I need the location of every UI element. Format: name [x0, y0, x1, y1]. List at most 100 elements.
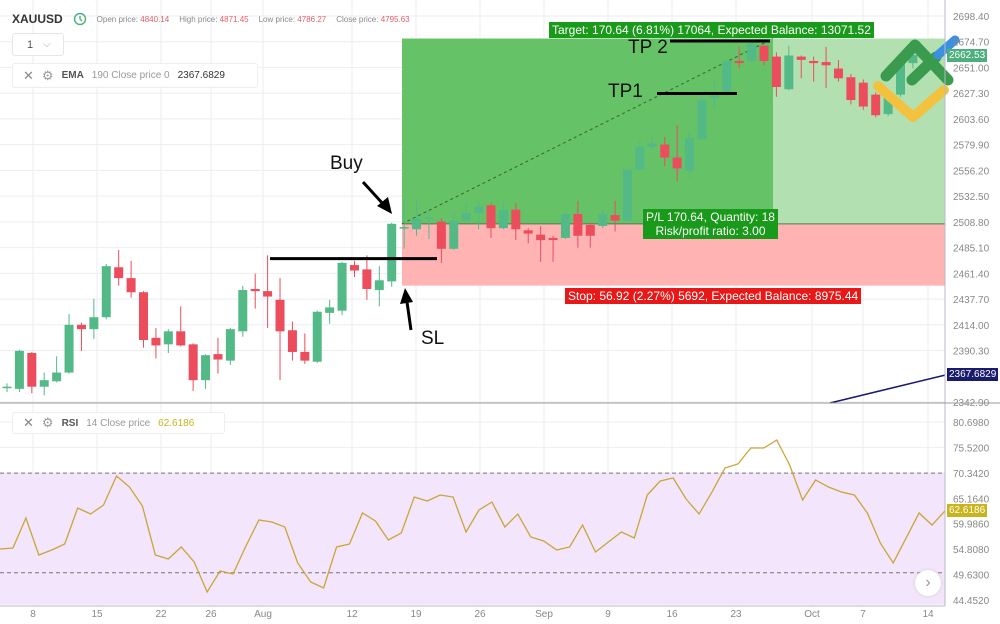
- date-tick-label: 26: [474, 609, 486, 620]
- date-tick-label: Sep: [535, 609, 553, 620]
- gear-icon[interactable]: ⚙: [41, 67, 54, 83]
- date-tick-label: 16: [666, 609, 678, 620]
- candle-body: [76, 324, 86, 330]
- candle-body: [39, 380, 49, 387]
- candle-body: [896, 62, 906, 95]
- scroll-right-button[interactable]: ›: [915, 570, 941, 596]
- price-tick-label: 2651.00: [953, 63, 990, 74]
- candle-body: [548, 237, 558, 241]
- buy-arrow-head: [377, 197, 392, 214]
- open-price: Open price: 4840.14: [96, 14, 170, 24]
- rsi-band: [0, 472, 945, 605]
- candle-body: [412, 218, 422, 230]
- rsi-value-tag: 62.6186: [947, 504, 988, 517]
- candle-body: [163, 331, 173, 345]
- drawings[interactable]: [270, 39, 770, 331]
- date-tick-label: 14: [922, 609, 934, 620]
- ema-segment: [829, 374, 946, 404]
- price-tick-label: 2698.40: [953, 12, 990, 23]
- price-tick-label: 2414.00: [953, 321, 990, 332]
- candle-body: [300, 351, 310, 361]
- tp2-annotation: TP 2: [628, 37, 668, 58]
- candle-body: [201, 355, 211, 381]
- candle-body: [784, 55, 794, 90]
- candle-body: [374, 280, 384, 291]
- gear-icon[interactable]: ⚙: [41, 415, 54, 430]
- timeframe-dropdown[interactable]: 1 ⌵: [12, 33, 64, 56]
- pl-label: P/L 170.64, Quantity: 18 Risk/profit rat…: [643, 209, 778, 239]
- close-icon[interactable]: ✕: [23, 67, 34, 83]
- candle-body: [908, 54, 918, 64]
- rsi-tick-label: 80.6980: [953, 418, 990, 429]
- candle-body: [858, 82, 868, 107]
- rsi-tick-label: 59.9860: [953, 520, 990, 531]
- date-tick-label: 9: [605, 609, 611, 620]
- candle-body: [511, 209, 521, 230]
- candle-body: [498, 209, 508, 229]
- candle-body: [796, 56, 806, 60]
- stop-label: Stop: 56.92 (2.27%) 5692, Expected Balan…: [565, 288, 862, 304]
- candle-body: [2, 386, 12, 389]
- candle-body: [349, 265, 359, 271]
- trade-position[interactable]: [401, 38, 945, 286]
- candle-body: [573, 214, 583, 236]
- candle-body: [436, 221, 446, 249]
- candle-body: [536, 234, 546, 241]
- candle-body: [449, 220, 459, 249]
- candle-body: [114, 267, 124, 279]
- candle-body: [474, 206, 484, 213]
- candle-body: [647, 143, 657, 147]
- candle-body: [362, 269, 372, 289]
- candle-body: [821, 62, 831, 66]
- high-price: High price: 4871.45: [179, 14, 249, 24]
- candle-body: [722, 60, 732, 95]
- candle-body: [871, 94, 881, 116]
- date-tick-label: Oct: [804, 609, 820, 620]
- sl-arrow-shaft: [405, 301, 413, 331]
- price-tick-label: 2603.60: [953, 115, 990, 126]
- price-tick-label: 2437.70: [953, 295, 990, 306]
- ema-line: [829, 374, 946, 404]
- candle-body: [424, 217, 434, 219]
- candle-body: [275, 299, 285, 332]
- rsi-tick-label: 75.5200: [953, 443, 990, 454]
- ema-price-tag: 2367.6829: [947, 368, 999, 381]
- candles: [2, 42, 918, 396]
- rsi-band-fill: [0, 473, 945, 605]
- close-price: Close price: 4795.63: [336, 14, 410, 24]
- rsi-tick-label: 65.1640: [953, 494, 990, 505]
- candle-body: [139, 292, 149, 341]
- ema-legend: ✕ ⚙ EMA 190 Close price 0 2367.6829: [12, 63, 258, 88]
- close-icon[interactable]: ✕: [23, 415, 34, 430]
- candle-body: [176, 331, 186, 346]
- date-tick-label: 22: [155, 609, 167, 620]
- candle-body: [697, 100, 707, 140]
- price-tick-label: 2556.20: [953, 166, 990, 177]
- candle-body: [809, 60, 819, 64]
- price-tick-label: 2508.80: [953, 218, 990, 229]
- date-tick-label: 23: [730, 609, 742, 620]
- rsi-tick-label: 49.6300: [953, 571, 990, 582]
- candle-body: [598, 214, 608, 226]
- price-tick-label: 2579.90: [953, 141, 990, 152]
- target-zone: [402, 38, 773, 224]
- candle-body: [610, 215, 620, 221]
- symbol-name: XAUUSD: [12, 12, 63, 26]
- date-tick-label: Aug: [254, 609, 272, 620]
- date-tick-label: 12: [346, 609, 358, 620]
- last-price-tag: 2662.53: [947, 49, 988, 62]
- candle-body: [883, 93, 893, 115]
- candle-body: [660, 144, 670, 158]
- sl-annotation: SL: [421, 328, 445, 349]
- candle-body: [126, 278, 136, 293]
- candle-body: [225, 329, 235, 361]
- candle-body: [337, 262, 347, 311]
- price-tick-label: 2674.70: [953, 38, 990, 49]
- symbol-header: XAUUSD Open price: 4840.14 High price: 4…: [12, 12, 410, 26]
- candle-body: [52, 372, 62, 382]
- tp1-annotation: TP1: [608, 81, 643, 102]
- candle-body: [747, 43, 757, 61]
- rsi-legend: ✕ ⚙ RSI 14 Close price 62.6186: [12, 412, 225, 434]
- clock-icon[interactable]: [73, 12, 87, 26]
